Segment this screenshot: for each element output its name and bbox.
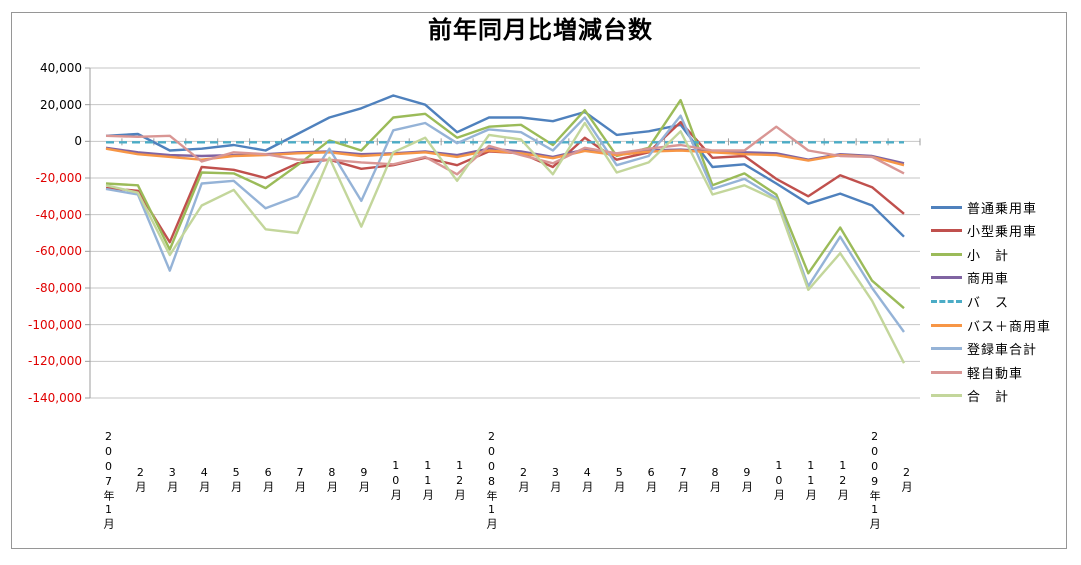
x-tick-label: 2月 — [516, 466, 530, 494]
x-tick-label: 6月 — [644, 466, 658, 494]
legend-label: 商用車 — [967, 272, 1010, 288]
legend-item: バ ス — [931, 292, 1010, 311]
series-line-合 計 — [105, 121, 906, 364]
x-tick-label: 6月 — [261, 466, 275, 494]
x-tick-label: 2月 — [133, 466, 147, 494]
x-tick-label: 5月 — [229, 466, 243, 494]
series-line-軽自動車 — [105, 125, 905, 176]
x-tick-label: 8月 — [708, 466, 722, 494]
legend-item: 合 計 — [931, 387, 1009, 405]
legend-line-swatch — [931, 205, 962, 209]
y-tick-label: -140,000 — [28, 391, 82, 405]
legend-label: 合 計 — [967, 390, 1010, 406]
x-tick-label: 11月 — [421, 458, 435, 502]
legend-label: 登録車合計 — [967, 343, 1038, 359]
legend-line-swatch — [931, 276, 962, 280]
legend-item: 商用車 — [931, 269, 1009, 287]
legend-label: バス＋商用車 — [967, 319, 1052, 335]
series-line-小 計 — [105, 98, 905, 310]
y-tick-label: -40,000 — [35, 207, 82, 222]
x-tick-label: 5月 — [612, 466, 626, 494]
legend-line-swatch — [931, 394, 962, 398]
chart-title: 前年同月比増減台数 — [428, 16, 653, 44]
x-tick-label: 7月 — [676, 466, 690, 494]
x-tick-label: 4月 — [580, 466, 594, 494]
y-tick-label: -60,000 — [35, 244, 82, 259]
x-tick-label: 12月 — [836, 458, 850, 502]
x-tick-label: 2月 — [900, 466, 914, 494]
series-line-普通乗用車 — [105, 94, 905, 238]
legend-line-swatch — [931, 370, 962, 374]
y-tick-label: 20,000 — [40, 97, 82, 112]
y-tick-label: 0 — [74, 134, 82, 149]
legend-label: バ ス — [967, 295, 1010, 311]
x-tick-label: 8月 — [325, 466, 339, 494]
legend-label: 小型乗用車 — [967, 225, 1038, 241]
legend-label: 小 計 — [967, 248, 1010, 264]
legend-item: 小型乗用車 — [931, 222, 1037, 240]
x-tick-label: 10月 — [772, 458, 786, 502]
x-tick-label: 3月 — [165, 466, 179, 494]
legend-line-swatch — [931, 229, 962, 233]
legend-item: 小 計 — [931, 245, 1010, 264]
x-tick-label: 7月 — [293, 466, 307, 494]
series-line-登録車合計 — [105, 114, 905, 333]
y-tick-label: -20,000 — [35, 171, 82, 185]
legend-line-swatch — [931, 299, 962, 303]
x-tick-label: 10月 — [389, 458, 403, 502]
x-tick-label: 12月 — [453, 458, 467, 502]
legend-item: 軽自動車 — [931, 363, 1024, 382]
x-tick-label: 2007年1月 — [101, 429, 115, 531]
chart-frame — [11, 12, 1067, 549]
x-tick-label: 3月 — [548, 466, 562, 494]
x-tick-label: 11月 — [804, 458, 818, 502]
legend-line-swatch — [931, 323, 962, 327]
x-tick-label: 2009年1月 — [868, 429, 882, 531]
y-tick-label: -100,000 — [28, 317, 82, 332]
legend-item: バス＋商用車 — [931, 316, 1052, 335]
x-tick-label: 4月 — [197, 466, 211, 494]
y-tick-label: -80,000 — [35, 281, 82, 295]
y-tick-label: -120,000 — [28, 354, 82, 369]
legend-line-swatch — [931, 347, 962, 351]
legend-item: 普通乗用車 — [931, 198, 1038, 217]
legend-label: 軽自動車 — [967, 366, 1024, 382]
y-tick-label: 40,000 — [40, 61, 82, 75]
series-line-バス＋商用車 — [105, 147, 905, 167]
x-tick-label: 9月 — [740, 466, 754, 494]
legend-line-swatch — [931, 252, 962, 256]
legend-label: 普通乗用車 — [967, 201, 1038, 217]
x-tick-label: 9月 — [357, 466, 371, 494]
x-tick-label: 2008年1月 — [485, 429, 499, 531]
legend-item: 登録車合計 — [931, 340, 1037, 358]
